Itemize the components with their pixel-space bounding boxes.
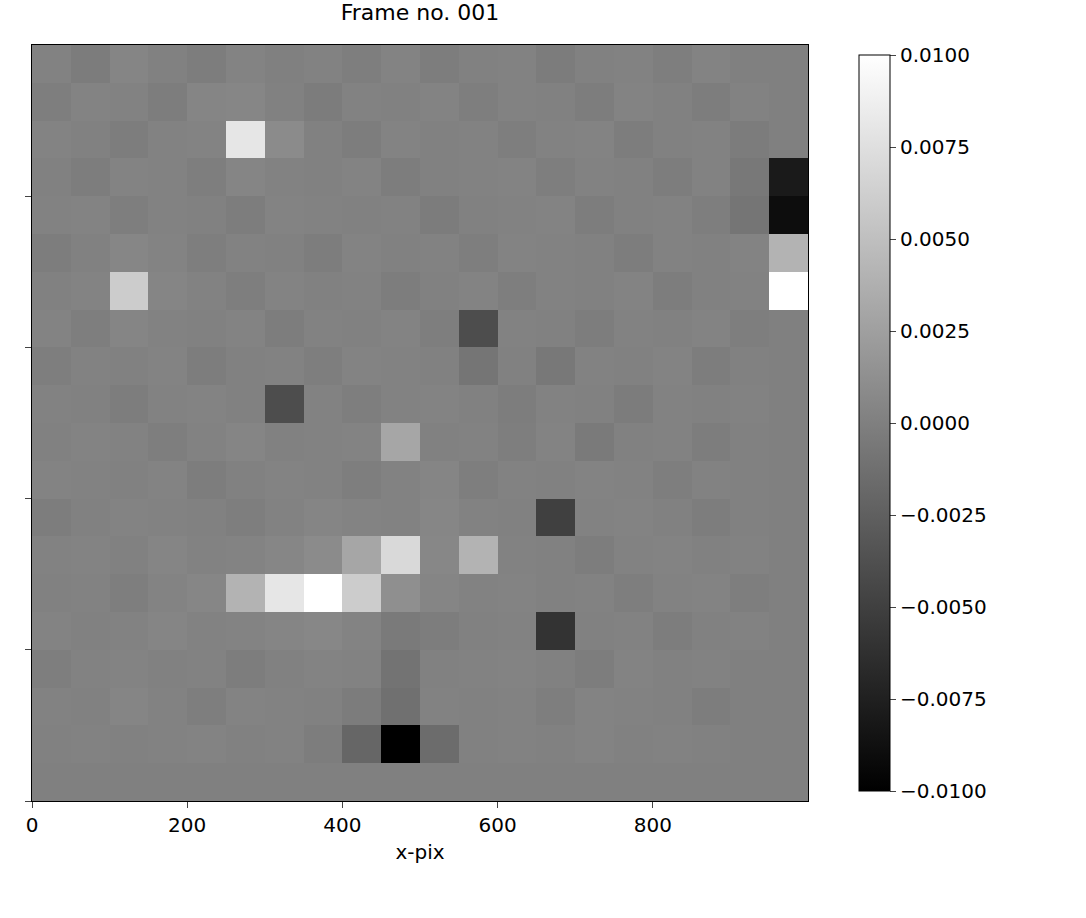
svg-text:0.0000: 0.0000 bbox=[900, 411, 970, 435]
svg-text:−0.0075: −0.0075 bbox=[900, 687, 987, 711]
svg-text:−0.0050: −0.0050 bbox=[900, 595, 987, 619]
svg-text:x-pix: x-pix bbox=[395, 840, 444, 864]
svg-text:Frame no. 001: Frame no. 001 bbox=[341, 0, 500, 25]
svg-text:−0.0100: −0.0100 bbox=[900, 779, 987, 803]
svg-text:−0.0025: −0.0025 bbox=[900, 503, 987, 527]
svg-text:800: 800 bbox=[634, 813, 672, 837]
svg-text:0.0075: 0.0075 bbox=[900, 135, 970, 159]
svg-text:0: 0 bbox=[26, 813, 39, 837]
svg-text:0.0100: 0.0100 bbox=[900, 43, 970, 67]
svg-text:600: 600 bbox=[479, 813, 517, 837]
svg-text:400: 400 bbox=[323, 813, 361, 837]
svg-text:0.0025: 0.0025 bbox=[900, 319, 970, 343]
svg-text:200: 200 bbox=[168, 813, 206, 837]
svg-text:0.0050: 0.0050 bbox=[900, 227, 970, 251]
